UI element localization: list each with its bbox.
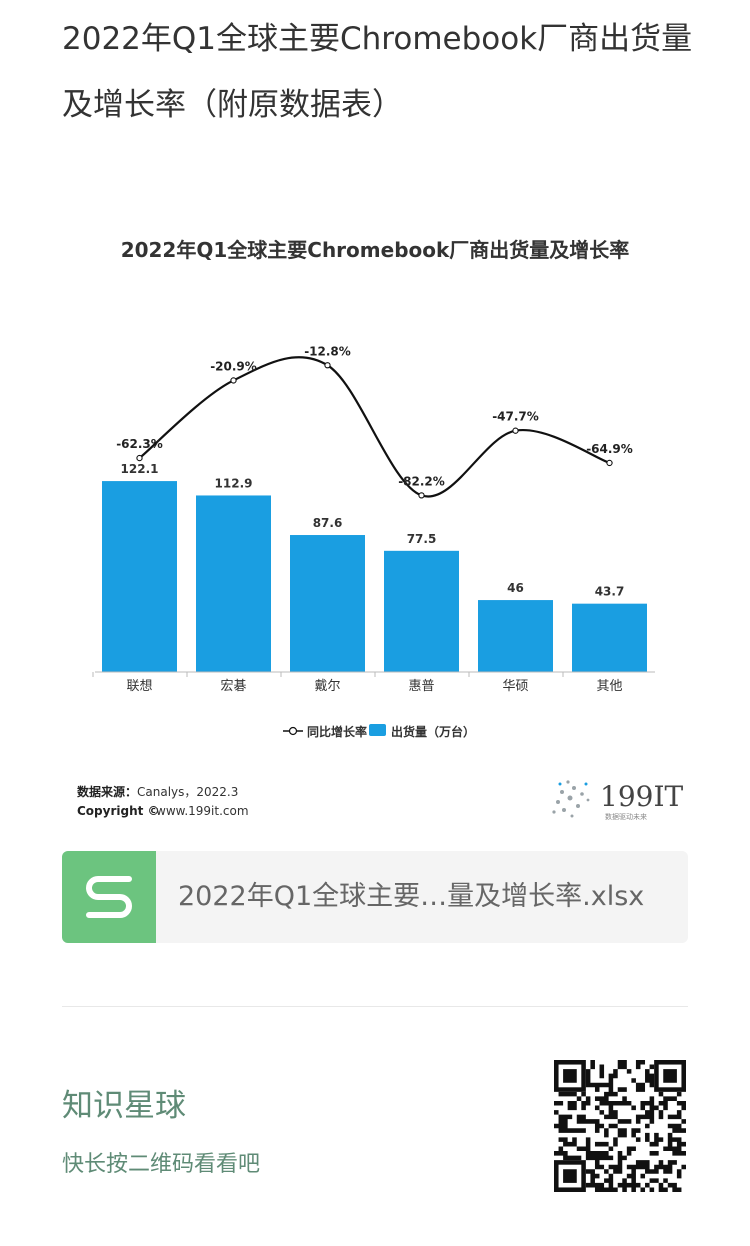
- growth-label-0: -62.3%: [116, 437, 163, 451]
- line-layer: -62.3% -20.9% -12.8% -82.2% -47.7% -64.9%: [116, 344, 633, 499]
- growth-label-3: -82.2%: [398, 474, 445, 488]
- x-tick-label-0: 联想: [126, 678, 152, 694]
- growth-point-1: [230, 377, 237, 384]
- growth-label-2: -12.8%: [304, 344, 351, 358]
- growth-point-2: [324, 362, 331, 369]
- bar-1: [196, 495, 271, 672]
- x-tick-label-2: 戴尔: [314, 679, 340, 694]
- legend: 同比增长率 出货量（万台）: [283, 724, 475, 739]
- qr-finder-1: [654, 1060, 687, 1092]
- qr-finder-0: [554, 1060, 586, 1092]
- copyright-label: Copyright ©: [77, 804, 160, 818]
- legend-label-growth: 同比增长率: [307, 724, 367, 739]
- attachment-card[interactable]: 2022年Q1全球主要…量及增长率.xlsx: [62, 851, 688, 943]
- bar-value-label-0: 122.1: [121, 462, 159, 476]
- bar-value-label-5: 43.7: [595, 585, 625, 599]
- growth-line: [138, 356, 610, 498]
- attachment-filename[interactable]: 2022年Q1全球主要…量及增长率.xlsx: [178, 881, 645, 912]
- x-tick-label-1: 宏碁: [220, 679, 246, 694]
- article-title: 2022年Q1全球主要Chromebook厂商出货量及增长率（附原数据表）: [62, 21, 693, 123]
- copyright-value: www.199it.com: [156, 804, 249, 818]
- qr-code-icon[interactable]: [554, 1060, 687, 1193]
- bar-2: [290, 535, 365, 672]
- x-tick-label-3: 惠普: [408, 679, 434, 694]
- bar-0: [102, 481, 177, 672]
- logo-burst-icon: [552, 780, 590, 818]
- bars-layer: 122.1 112.9 87.6 77.5 46 43.7: [102, 462, 647, 672]
- growth-point-4: [512, 427, 519, 434]
- spreadsheet-s-icon: [62, 851, 156, 943]
- bar-3: [384, 550, 459, 672]
- x-tick-label-5: 其他: [596, 679, 622, 694]
- chart-title: 2022年Q1全球主要Chromebook厂商出货量及增长率: [121, 238, 630, 262]
- legend-label-shipments: 出货量（万台）: [391, 724, 475, 739]
- chart-svg: 2022年Q1全球主要Chromebook厂商出货量及增长率 122.1 112.…: [77, 238, 684, 821]
- bar-value-label-4: 46: [507, 581, 524, 595]
- source-value: Canalys，2022.3: [137, 785, 238, 799]
- legend-line-marker-dot: [288, 726, 298, 736]
- bar-value-label-2: 87.6: [313, 516, 343, 530]
- growth-label-5: -64.9%: [586, 442, 633, 456]
- qr-modules: [554, 1060, 686, 1192]
- divider: [62, 1006, 688, 1007]
- bar-4: [478, 600, 553, 672]
- logo-tagline: 数据驱动未来: [605, 812, 647, 821]
- footer-subtitle: 快长按二维码看看吧: [62, 1152, 261, 1177]
- x-tick-label-4: 华硕: [502, 679, 528, 694]
- growth-label-4: -47.7%: [492, 410, 539, 424]
- bar-value-label-1: 112.9: [215, 476, 253, 490]
- logo-text: 199IT: [600, 780, 684, 813]
- qr-finder-2: [554, 1160, 586, 1193]
- bar-value-label-3: 77.5: [407, 532, 437, 546]
- ticks-layer: 联想 宏碁 戴尔 惠普 华硕 其他: [92, 672, 623, 694]
- chart-image[interactable]: 2022年Q1全球主要Chromebook厂商出货量及增长率 122.1 112.…: [62, 200, 688, 832]
- growth-point-0: [136, 454, 143, 462]
- footer-title: 知识星球: [62, 1088, 186, 1124]
- growth-point-3: [418, 492, 425, 499]
- growth-label-1: -20.9%: [210, 359, 257, 373]
- legend-bar-marker: [369, 724, 386, 736]
- bar-5: [572, 603, 647, 672]
- source-label: 数据来源：: [77, 784, 137, 799]
- logo-199it: 199IT 数据驱动未来: [552, 780, 684, 821]
- growth-point-5: [606, 459, 613, 467]
